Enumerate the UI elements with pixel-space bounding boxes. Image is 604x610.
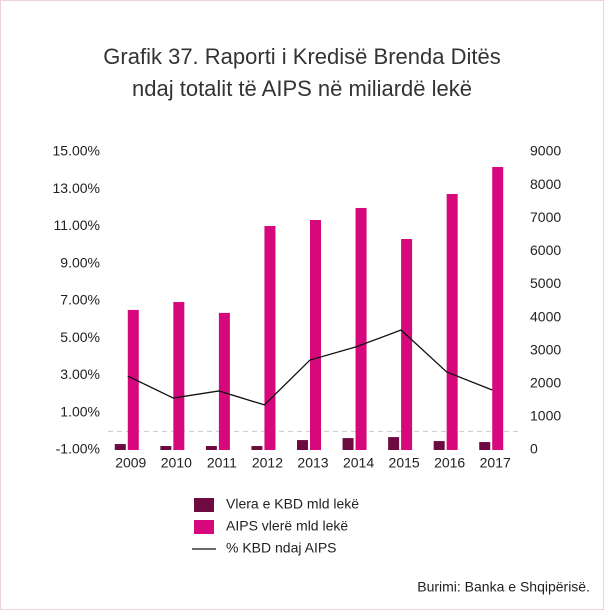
y2-tick-label: 2000	[530, 374, 561, 390]
bar	[401, 239, 413, 450]
bar	[127, 309, 139, 450]
bar	[114, 444, 126, 450]
bar	[310, 220, 321, 450]
y-tick-label: 15.00%	[53, 143, 100, 159]
chart-subtitle: ndaj totalit të AIPS në miliardë lekë	[132, 76, 472, 101]
x-tick-label: 2014	[343, 455, 374, 471]
bar	[433, 441, 445, 450]
bar	[342, 438, 354, 450]
bar	[388, 437, 400, 450]
legend-label: Vlera e KBD mld lekë	[226, 496, 359, 512]
y2-tick-label: 8000	[530, 176, 561, 192]
y2-tick-label: 9000	[530, 143, 561, 159]
bar	[205, 446, 217, 450]
y-tick-label: 11.00%	[54, 217, 100, 233]
bar	[297, 440, 308, 450]
bar	[218, 312, 230, 450]
bar	[160, 446, 172, 450]
y-tick-label: 3.00%	[60, 366, 100, 382]
y2-tick-label: 3000	[530, 341, 561, 357]
legend-label: AIPS vlerë mld lekë	[226, 518, 348, 534]
bar	[173, 301, 185, 450]
bar	[446, 193, 458, 450]
x-tick-label: 2016	[434, 455, 465, 471]
y2-tick-label: 6000	[530, 242, 561, 258]
x-tick-label: 2011	[207, 455, 237, 471]
x-tick-label: 2013	[297, 455, 328, 471]
bar	[355, 207, 367, 450]
chart-title: Grafik 37. Raporti i Kredisë Brenda Ditë…	[103, 44, 500, 69]
y2-tick-label: 5000	[530, 275, 561, 291]
y2-tick-label: 1000	[530, 408, 561, 424]
y-tick-label: -1.00%	[56, 441, 100, 457]
legend-swatch	[194, 520, 214, 534]
legend-swatch	[194, 498, 214, 512]
y-tick-label: 7.00%	[60, 292, 100, 308]
y2-tick-label: 4000	[530, 308, 561, 324]
source: Burimi: Banka e Shqipërisë.	[417, 579, 590, 595]
bar	[479, 442, 491, 450]
x-tick-label: 2009	[115, 455, 146, 471]
x-tick-label: 2010	[161, 455, 192, 471]
line	[127, 329, 493, 406]
bar	[492, 166, 504, 450]
y-tick-label: 9.00%	[60, 254, 100, 270]
x-tick-label: 2017	[480, 455, 511, 471]
y2-tick-label: 0	[530, 441, 538, 457]
bar	[264, 226, 276, 450]
y-tick-label: 5.00%	[60, 329, 100, 345]
y2-tick-label: 7000	[530, 209, 561, 225]
bar	[251, 446, 263, 450]
y-tick-label: 1.00%	[60, 403, 100, 419]
x-tick-label: 2015	[389, 455, 420, 471]
y-tick-label: 13.00%	[53, 180, 100, 196]
x-tick-label: 2012	[252, 455, 283, 471]
legend-label: % KBD ndaj AIPS	[226, 540, 337, 556]
